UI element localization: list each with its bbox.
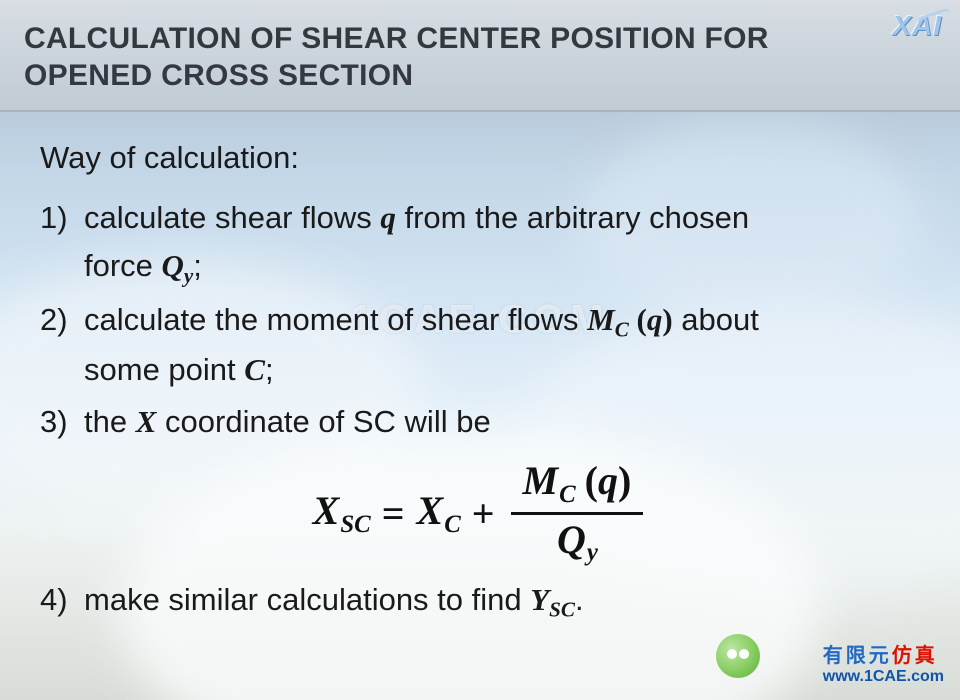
slide-root: 1CAE.COM CALCULATION OF SHEAR CENTER POS… xyxy=(0,0,960,700)
step-1: 1) calculate shear flows q from the arbi… xyxy=(40,194,920,292)
wm-text: 仿真 xyxy=(892,645,938,667)
step-text: the xyxy=(84,404,136,439)
fraction: MC (q) Qy xyxy=(511,458,644,568)
wm-url: www.1CAE.com xyxy=(823,668,944,686)
step-text: make similar calculations to find xyxy=(84,582,530,617)
step-number: 1) xyxy=(40,194,68,242)
step-text: from the arbitrary chosen xyxy=(396,200,749,235)
chat-bubble-icon xyxy=(716,634,760,678)
step-2: 2) calculate the moment of shear flows M… xyxy=(40,296,920,394)
wechat-icon xyxy=(716,634,760,678)
wm-text: 有限元 xyxy=(823,645,892,667)
sym-Xc: XC xyxy=(417,487,460,539)
step-text: some point xyxy=(84,352,244,387)
step-text: coordinate of SC will be xyxy=(156,404,490,439)
symbol-Ysc: YSC xyxy=(530,582,575,617)
main-formula: XSC = XC + MC (q) Qy xyxy=(40,458,920,568)
fraction-denominator: Qy xyxy=(545,517,609,568)
step-text: force xyxy=(84,248,162,283)
fraction-bar xyxy=(511,512,644,515)
slide-title: CALCULATION OF SHEAR CENTER POSITION FOR… xyxy=(24,21,804,94)
title-bar: CALCULATION OF SHEAR CENTER POSITION FOR… xyxy=(0,0,960,112)
step-text: calculate shear flows xyxy=(84,200,380,235)
symbol-X: X xyxy=(136,404,157,439)
symbol-q: q xyxy=(380,200,396,235)
slide-content: Way of calculation: 1) calculate shear f… xyxy=(0,112,960,640)
watermark-bottom-right: 有限元仿真 www.1CAE.com xyxy=(823,639,944,686)
step-4: 4) make similar calculations to find YSC… xyxy=(40,576,920,626)
equals-sign: = xyxy=(382,490,405,537)
step-number: 2) xyxy=(40,296,68,344)
step-3: 3) the X coordinate of SC will be xyxy=(40,398,920,446)
step-text: ; xyxy=(193,248,202,283)
steps-list: 1) calculate shear flows q from the arbi… xyxy=(40,194,920,446)
brand-logo: XAI xyxy=(892,10,942,42)
step-text: . xyxy=(575,582,584,617)
fraction-numerator: MC (q) xyxy=(511,458,644,509)
plus-sign: + xyxy=(472,490,495,537)
step-text: ; xyxy=(265,352,274,387)
sym-Xsc: XSC xyxy=(313,487,370,539)
step-number: 4) xyxy=(40,576,68,624)
symbol-Qy: Qy xyxy=(162,248,194,283)
lead-text: Way of calculation: xyxy=(40,140,920,176)
step-number: 3) xyxy=(40,398,68,446)
steps-list-cont: 4) make similar calculations to find YSC… xyxy=(40,576,920,626)
step-text: about xyxy=(673,302,759,337)
symbol-C: C xyxy=(244,352,265,387)
symbol-Mc-q: MC (q) xyxy=(587,302,673,337)
step-text: calculate the moment of shear flows xyxy=(84,302,587,337)
